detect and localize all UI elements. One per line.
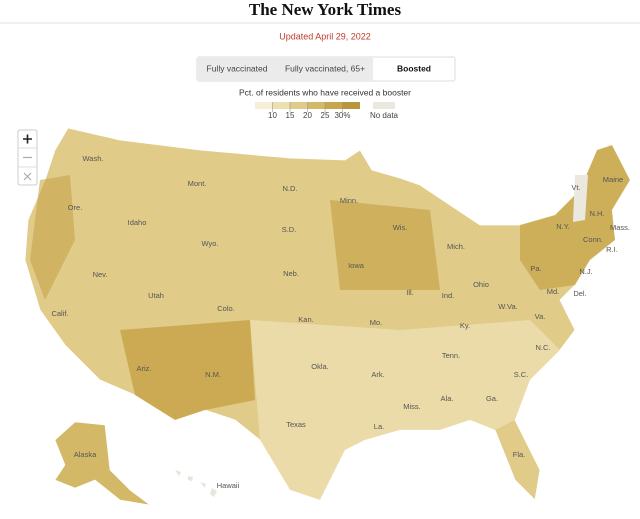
legend-title: Pct. of residents who have received a bo… bbox=[239, 87, 411, 97]
state-label: N.H. bbox=[590, 209, 605, 218]
state-label: N.J. bbox=[579, 267, 592, 276]
state-label: Colo. bbox=[217, 304, 235, 313]
tab-label[interactable]: Fully vaccinated bbox=[207, 63, 268, 73]
state-label: Mo. bbox=[370, 318, 383, 327]
region-shade bbox=[330, 200, 440, 290]
state-label: Hawaii bbox=[217, 481, 240, 490]
state-label: Fla. bbox=[513, 450, 526, 459]
legend: 10 15 20 25 30% No data bbox=[255, 102, 399, 120]
state-label: Pa. bbox=[530, 264, 541, 273]
state-label: Ky. bbox=[460, 321, 470, 330]
state-label: Ark. bbox=[371, 370, 384, 379]
tab-label[interactable]: Fully vaccinated, 65+ bbox=[285, 63, 365, 73]
state-label: N.C. bbox=[536, 343, 551, 352]
legend-swatch bbox=[342, 102, 360, 109]
state-label: La. bbox=[374, 422, 384, 431]
state-label: Ga. bbox=[486, 394, 498, 403]
region-shade bbox=[120, 320, 255, 420]
legend-label: 20 bbox=[303, 111, 312, 120]
tab[interactable] bbox=[277, 57, 373, 81]
no-data-area bbox=[573, 175, 588, 222]
state-label: Minn. bbox=[340, 196, 358, 205]
state-label: Mass. bbox=[610, 223, 630, 232]
state-label: S.C. bbox=[514, 370, 529, 379]
state-label: Mich. bbox=[447, 242, 465, 251]
state-label: Miss. bbox=[403, 402, 421, 411]
hawaii bbox=[175, 470, 217, 497]
state-label: Neb. bbox=[283, 269, 299, 278]
legend-swatch bbox=[255, 102, 273, 109]
state-label: Wis. bbox=[393, 223, 408, 232]
state-label: Va. bbox=[535, 312, 546, 321]
state-label: Calif. bbox=[51, 309, 68, 318]
state-label: Wyo. bbox=[201, 239, 218, 248]
legend-swatch bbox=[373, 102, 395, 109]
state-label: Utah bbox=[148, 291, 164, 300]
state-label: Vt. bbox=[571, 183, 580, 192]
state-label: Iowa bbox=[348, 261, 365, 270]
state-label: Tenn. bbox=[442, 351, 460, 360]
updated-date: Updated April 29, 2022 bbox=[279, 31, 371, 41]
state-label: Del. bbox=[573, 289, 586, 298]
state-label: Mont. bbox=[188, 179, 207, 188]
state-labels: Wash. Ore. Calif. Nev. Idaho Mont. Wyo. … bbox=[51, 154, 630, 490]
state-label: Ore. bbox=[68, 203, 83, 212]
zoom-controls bbox=[17, 129, 38, 186]
region-shade bbox=[30, 175, 75, 300]
legend-label: 10 bbox=[268, 111, 277, 120]
legend-swatch bbox=[272, 102, 290, 109]
legend-swatch bbox=[325, 102, 343, 109]
state-label: Md. bbox=[547, 287, 560, 296]
state-label: N.M. bbox=[205, 370, 221, 379]
state-label: Idaho bbox=[128, 218, 147, 227]
state-label: Wash. bbox=[83, 154, 104, 163]
state-label: Ala. bbox=[441, 394, 454, 403]
state-label: Texas bbox=[286, 420, 306, 429]
state-label: Alaska bbox=[74, 450, 97, 459]
legend-label: 15 bbox=[286, 111, 295, 120]
legend-label: No data bbox=[370, 111, 399, 120]
state-label: Maine bbox=[603, 175, 623, 184]
legend-swatch bbox=[290, 102, 308, 109]
reset[interactable] bbox=[23, 172, 32, 181]
legend-label: 25 bbox=[321, 111, 330, 120]
state-label: Nev. bbox=[93, 270, 108, 279]
state-label: Ariz. bbox=[137, 364, 152, 373]
region-shade bbox=[400, 320, 560, 430]
state-label: R.I. bbox=[606, 245, 618, 254]
state-label: Conn. bbox=[583, 235, 603, 244]
legend-label: 30% bbox=[334, 111, 350, 120]
tab-label[interactable]: Boosted bbox=[397, 63, 431, 73]
masthead[interactable]: The New York Times bbox=[249, 0, 402, 19]
zoom-in[interactable] bbox=[23, 134, 32, 144]
region-shade bbox=[250, 320, 440, 500]
alaska bbox=[54, 421, 151, 506]
map bbox=[24, 127, 631, 506]
tab[interactable] bbox=[197, 57, 277, 81]
state-label: Kan. bbox=[298, 315, 313, 324]
legend-swatch bbox=[307, 102, 325, 109]
state-label: Ill. bbox=[406, 288, 414, 297]
state-label: N.Y. bbox=[556, 222, 570, 231]
state-label: Ohio bbox=[473, 280, 489, 289]
state-label: W.Va. bbox=[498, 302, 517, 311]
state-label: S.D. bbox=[282, 225, 297, 234]
state-label: N.D. bbox=[283, 184, 298, 193]
state-label: Ind. bbox=[442, 291, 455, 300]
state-label: Okla. bbox=[311, 362, 329, 371]
